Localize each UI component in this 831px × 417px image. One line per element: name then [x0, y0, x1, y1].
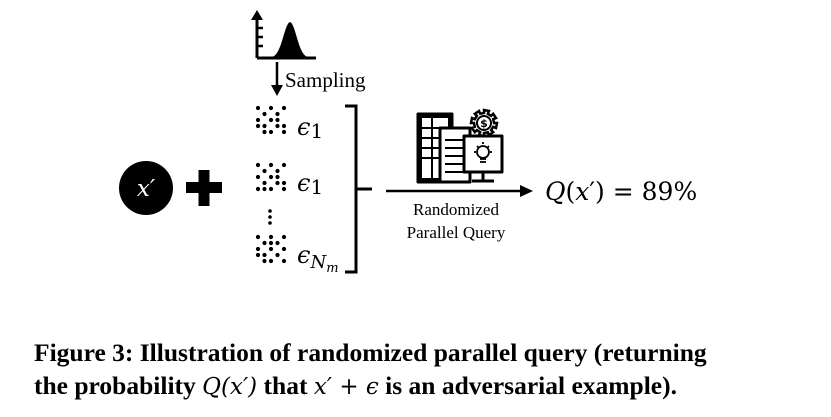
noise-dot — [281, 180, 287, 186]
noise-dot — [275, 117, 280, 123]
noise-dot — [275, 252, 280, 258]
noise-dot — [255, 162, 261, 168]
distribution-plot-icon — [251, 10, 316, 60]
noise-dot — [268, 129, 274, 135]
gear-dollar-icon: $ — [469, 108, 499, 138]
noise-dot — [275, 123, 280, 129]
noise-dot — [262, 258, 267, 264]
caption-line-2: the probability Q(x′) that x′ + ϵ is an … — [34, 369, 824, 404]
noise-dot — [262, 168, 267, 174]
query-arrow — [386, 185, 533, 197]
result-text: Q(x′) = 89% — [545, 177, 697, 206]
noise-dot — [262, 129, 267, 135]
noise-dot — [262, 240, 267, 246]
input-node: x′ — [119, 161, 173, 215]
plus-icon — [186, 170, 222, 206]
noise-dot — [268, 174, 274, 180]
noise-dot — [255, 246, 261, 252]
noise-dot — [275, 180, 280, 186]
sampling-label: Sampling — [285, 68, 366, 92]
ellipsis-dots — [268, 209, 272, 225]
caption-text: is an adversarial example). — [378, 371, 677, 400]
diagram: Sampling x′ ϵ1 ϵ1 ϵNm — [119, 10, 697, 276]
noise-dot — [255, 252, 261, 258]
noise-label-3: ϵNm — [297, 241, 339, 276]
noise-pattern-icon — [255, 105, 287, 135]
noise-label-1: ϵ1 — [297, 113, 323, 143]
caption-text: that — [257, 371, 314, 400]
caption-line-1: Figure 3: Illustration of randomized par… — [34, 338, 707, 367]
noise-dot — [275, 111, 280, 117]
noise-dot — [255, 117, 261, 123]
input-symbol: x′ — [137, 176, 156, 202]
noise-label-2: ϵ1 — [297, 169, 323, 199]
noise-dot — [268, 234, 274, 240]
noise-dot — [268, 105, 274, 111]
result-percent: 89 — [642, 177, 674, 206]
lightbulb-icon — [474, 142, 492, 163]
noise-dot — [275, 240, 280, 246]
noise-dot — [281, 234, 287, 240]
query-label-line1: Randomized — [413, 200, 499, 219]
noise-dot — [255, 186, 261, 192]
noise-dot — [281, 246, 287, 252]
noise-dot — [281, 258, 287, 264]
noise-dot — [255, 174, 261, 180]
noise-dot — [268, 186, 274, 192]
gear-hub — [476, 115, 492, 131]
noise-dot — [255, 105, 261, 111]
server-dashboard-icon — [416, 112, 504, 184]
noise-dot — [268, 246, 274, 252]
noise-dot — [262, 123, 267, 129]
grouping-bracket — [345, 104, 372, 274]
noise-pattern-icon — [255, 162, 287, 192]
noise-dot — [262, 186, 267, 192]
caption-text: the probability — [34, 371, 203, 400]
noise-dot — [255, 123, 261, 129]
noise-dot — [275, 168, 280, 174]
sampling-arrow — [271, 62, 283, 96]
figure-caption: Figure 3: Illustration of randomized par… — [34, 336, 824, 404]
noise-dot — [275, 174, 280, 180]
caption-math-x: x′ + ϵ — [313, 374, 379, 400]
noise-dot — [281, 186, 287, 192]
noise-pattern-icon — [255, 234, 287, 264]
noise-dot — [262, 111, 267, 117]
noise-dot — [268, 117, 274, 123]
noise-dot — [281, 105, 287, 111]
noise-dot — [262, 252, 267, 258]
noise-dot — [281, 123, 287, 129]
noise-dot — [281, 129, 287, 135]
noise-dot — [268, 240, 274, 246]
caption-math-q: Q(x′) — [202, 374, 258, 400]
noise-dot — [262, 180, 267, 186]
dollar-glyph: $ — [480, 117, 488, 130]
noise-dot — [281, 162, 287, 168]
noise-dot — [255, 234, 261, 240]
noise-dot — [268, 258, 274, 264]
noise-dot — [268, 162, 274, 168]
query-label-line2: Parallel Query — [407, 223, 506, 242]
